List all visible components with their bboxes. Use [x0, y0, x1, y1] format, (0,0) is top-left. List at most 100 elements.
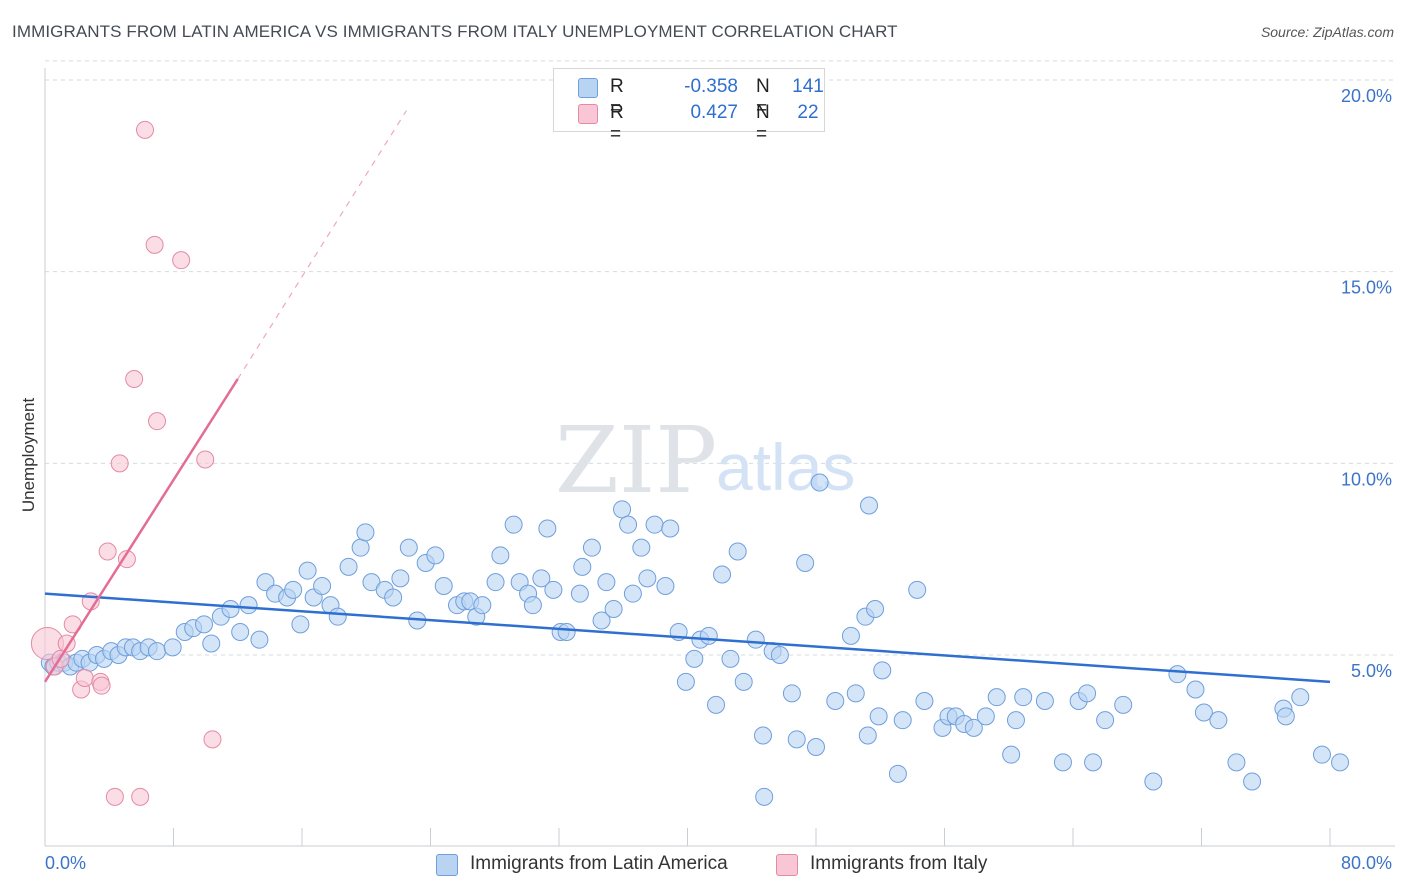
- latin-point: [148, 642, 167, 661]
- latin-point: [888, 764, 907, 783]
- italy-point: [145, 235, 164, 254]
- latin-point: [826, 692, 845, 710]
- latin-point: [873, 661, 892, 680]
- latin-point: [770, 646, 789, 664]
- latin-point: [202, 634, 221, 653]
- latin-point: [426, 546, 445, 565]
- n-value: 22: [797, 102, 819, 123]
- latin-point: [893, 711, 912, 730]
- latin-legend-label: Immigrants from Latin America: [470, 853, 728, 874]
- latin-point: [782, 684, 801, 703]
- latin-point: [582, 538, 601, 557]
- source-credit: Source: ZipAtlas.com: [1260, 24, 1394, 40]
- latin-point: [661, 519, 680, 538]
- n-value: 141: [792, 76, 824, 97]
- n-label: N =: [756, 102, 770, 145]
- latin-point: [915, 692, 934, 710]
- latin-point: [195, 615, 214, 634]
- latin-point: [755, 787, 774, 806]
- latin-point: [328, 607, 347, 626]
- latin-point: [544, 580, 563, 599]
- latin-point: [707, 695, 726, 714]
- latin-point: [976, 707, 995, 726]
- latin-point: [619, 515, 638, 534]
- y-tick-label: 5.0%: [1351, 661, 1392, 681]
- italy-point: [75, 669, 94, 687]
- latin-point: [1227, 753, 1246, 772]
- latin-point: [1078, 684, 1097, 703]
- correlation-legend: R = -0.358 N = 141 R = 0.427 N = 22: [553, 68, 825, 145]
- latin-point: [1291, 688, 1310, 707]
- italy-trend-extension: [237, 110, 407, 380]
- latin-point: [473, 596, 492, 615]
- latin-point: [523, 596, 542, 615]
- y-tick-label: 15.0%: [1341, 278, 1392, 298]
- latin-point: [1276, 707, 1295, 726]
- latin-point: [256, 573, 275, 592]
- latin-point: [239, 596, 258, 615]
- latin-point: [231, 623, 250, 641]
- latin-point: [298, 561, 317, 580]
- latin-point: [734, 672, 753, 691]
- latin-point: [846, 684, 865, 703]
- latin-point: [866, 600, 885, 618]
- latin-point: [1312, 745, 1331, 764]
- latin-trend-line: [44, 592, 1331, 684]
- latin-point: [699, 626, 718, 645]
- italy-point: [125, 370, 144, 388]
- r-value: -0.358: [684, 76, 738, 97]
- latin-point: [1006, 711, 1025, 730]
- latin-point: [1014, 688, 1033, 707]
- latin-point: [557, 623, 576, 641]
- latin-point: [1053, 753, 1072, 772]
- latin-point: [807, 738, 825, 756]
- latin-point: [597, 573, 616, 592]
- italy-point: [117, 550, 136, 569]
- italy-point: [148, 412, 167, 431]
- latin-point: [796, 554, 815, 572]
- latin-point: [351, 538, 370, 557]
- axes: [44, 68, 1395, 847]
- latin-point: [753, 726, 772, 745]
- italy-point: [98, 542, 117, 561]
- y-tick-label: 20.0%: [1341, 86, 1392, 106]
- latin-point: [656, 577, 675, 595]
- latin-point: [163, 638, 182, 657]
- latin-point: [632, 538, 651, 557]
- latin-legend-swatch: [436, 854, 458, 876]
- x-tick-label: 80.0%: [1341, 853, 1392, 873]
- latin-point: [570, 584, 589, 603]
- trend-lines: [43, 110, 1331, 684]
- latin-point: [1209, 711, 1228, 730]
- latin-point: [685, 649, 704, 668]
- r-value: 0.427: [690, 102, 738, 123]
- n-label: N =: [756, 76, 770, 119]
- latin-point: [250, 630, 269, 649]
- latin-point: [592, 611, 611, 630]
- latin-point: [291, 615, 310, 634]
- latin-point: [638, 569, 657, 588]
- latin-point: [987, 688, 1006, 707]
- latin-point: [221, 600, 240, 618]
- italy-point: [105, 787, 124, 806]
- latin-point: [1194, 703, 1213, 722]
- latin-point: [486, 573, 505, 592]
- latin-point: [746, 630, 765, 649]
- latin-point: [391, 569, 410, 588]
- latin-point: [841, 626, 860, 645]
- latin-point: [604, 600, 623, 618]
- r-label: R =: [610, 76, 624, 119]
- latin-point: [613, 500, 632, 519]
- latin-point: [858, 726, 877, 745]
- latin-point: [1096, 711, 1115, 730]
- italy-point: [135, 120, 154, 139]
- latin-point: [573, 557, 592, 576]
- chart-title: IMMIGRANTS FROM LATIN AMERICA VS IMMIGRA…: [12, 22, 898, 41]
- y-tick-label: 10.0%: [1341, 469, 1392, 489]
- latin-point: [339, 557, 358, 576]
- latin-point: [728, 542, 747, 561]
- latin-point: [1331, 753, 1350, 772]
- latin-point: [1035, 692, 1054, 710]
- y-axis-label: Unemployment: [19, 398, 38, 513]
